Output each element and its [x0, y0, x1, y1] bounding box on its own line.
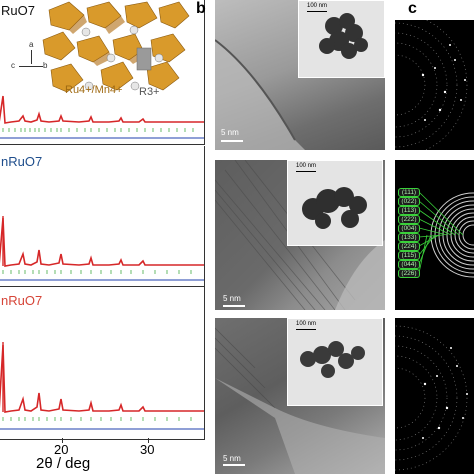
inset-scale-bar [307, 11, 327, 12]
inset-scale-label: 100 nm [307, 3, 328, 9]
axis-arrow-horizontal [19, 66, 43, 67]
x-axis-label: 2θ / deg [36, 455, 91, 472]
xrd-pattern-1 [0, 95, 204, 139]
x-axis-ticks [0, 438, 205, 444]
hkl-label: (133) [398, 233, 420, 243]
xrd-row-3: nRuO7 [0, 287, 205, 440]
panel-letter-b: b [196, 0, 206, 17]
nanoparticle-cluster [300, 341, 365, 378]
tem-image-1: 100 nm 5 nm [215, 0, 385, 150]
xrd-pattern-3 [0, 342, 204, 430]
diffraction-rings [395, 20, 468, 150]
scale-bar-label: 5 nm [221, 128, 239, 137]
xrd-row-title: RuO7 [1, 3, 35, 18]
nanoparticle-cluster [302, 187, 367, 229]
xrd-row-title: nRuO7 [1, 293, 43, 308]
hkl-label: (222) [398, 215, 420, 225]
inset-scale-label: 100 nm [296, 163, 317, 169]
crystal-structure-illustration [39, 0, 194, 100]
inset-scale-bar [296, 329, 316, 330]
ion-label-a: R3+ [139, 86, 160, 98]
panel-a: RuO7 [0, 0, 205, 474]
axis-label-c: c [11, 61, 15, 70]
saed-pattern-1 [395, 20, 474, 150]
xrd-pattern-2 [0, 216, 204, 281]
tem-inset-2: 100 nm [287, 160, 383, 246]
hkl-label: (113) [398, 206, 420, 216]
xrd-row-1: RuO7 [0, 0, 205, 145]
ion-label-b: Ru4+/Mn4+ [65, 84, 123, 96]
scale-bar [223, 464, 245, 466]
saed-pattern-2: (111) (022) (113) (222) (004) (133) (224… [395, 160, 474, 310]
hkl-label: (004) [398, 224, 420, 234]
diffraction-rings [418, 191, 474, 278]
scale-bar-label: 5 nm [223, 454, 241, 463]
tem-image-3: 100 nm 5 nm [215, 318, 385, 474]
inset-scale-bar [296, 171, 316, 172]
particle-edge [215, 39, 305, 150]
tem-image-2: 100 nm 5 nm [215, 160, 385, 310]
hkl-label: (044) [398, 260, 420, 270]
hkl-label: (224) [398, 242, 420, 252]
xrd-row-2: nRuO7 [0, 146, 205, 287]
tem-inset-3: 100 nm [287, 318, 383, 406]
polyhedra-drawing [39, 0, 194, 100]
hkl-label: (022) [398, 197, 420, 207]
x-tick-label: 20 [54, 442, 69, 457]
axis-label-a: a [29, 40, 34, 49]
nanoparticle-cluster [319, 13, 368, 59]
hkl-label: (226) [398, 269, 420, 279]
scale-bar [223, 305, 245, 307]
hkl-label: (115) [398, 251, 420, 261]
scale-bar-label: 5 nm [223, 294, 241, 303]
saed-pattern-3 [395, 318, 474, 474]
tem-inset-1: 100 nm [298, 0, 385, 78]
particle-edge [215, 327, 385, 474]
x-tick-label: 30 [140, 442, 155, 457]
inset-scale-label: 100 nm [296, 321, 317, 327]
diffraction-rings [395, 325, 468, 471]
axis-arrow-vertical [31, 50, 32, 64]
scale-bar [221, 140, 243, 142]
axis-label-b: b [43, 61, 48, 70]
panel-letter-c: c [408, 0, 417, 17]
hkl-label: (111) [398, 188, 420, 198]
xrd-row-title: nRuO7 [1, 154, 43, 169]
